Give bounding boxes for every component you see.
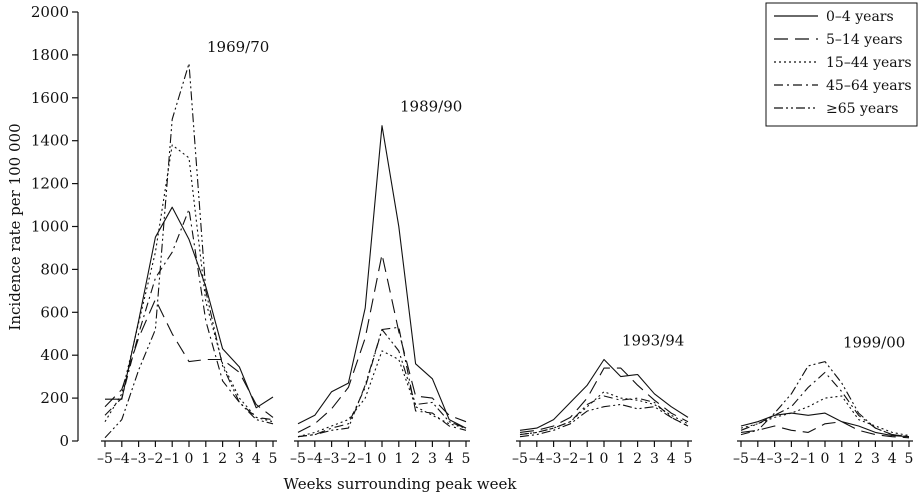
y-tick-label: 400 [40, 346, 69, 364]
series-line [519, 358, 689, 431]
x-tick-label: 3 [650, 451, 659, 467]
x-tick-label: 1 [616, 451, 625, 467]
x-tick-label: –2 [783, 451, 799, 467]
legend-label: 5–14 years [826, 32, 903, 48]
x-tick-label: 4 [252, 451, 261, 467]
y-tick-label: 1000 [31, 218, 69, 236]
x-tick-label: 0 [378, 451, 387, 467]
series-line [297, 125, 467, 429]
panel-1989-90 [297, 125, 467, 438]
series-line [740, 412, 910, 438]
x-tick-label: –3 [767, 451, 783, 467]
series-line [519, 403, 689, 438]
x-tick-label: 0 [600, 451, 609, 467]
x-tick-label: –2 [147, 451, 163, 467]
x-tick-label: 3 [235, 451, 244, 467]
series-line [740, 371, 910, 438]
y-tick-label: 600 [40, 303, 69, 321]
x-tick-label: –5 [290, 451, 306, 467]
legend-label: ≥65 years [826, 101, 898, 117]
series-line [104, 298, 274, 418]
series-line [740, 421, 910, 439]
legend-label: 0–4 years [826, 9, 894, 25]
panel-1969-70 [104, 62, 274, 439]
panel-1993-94 [519, 358, 689, 438]
x-tick-label: 5 [684, 451, 693, 467]
y-tick-label: 0 [59, 432, 69, 450]
x-tick-label: 1 [201, 451, 210, 467]
series-line [104, 62, 274, 439]
x-tick-label: –4 [307, 451, 323, 467]
x-tick-label: 4 [445, 451, 454, 467]
x-tick-label: 2 [854, 451, 863, 467]
x-tick-label: 5 [905, 451, 914, 467]
x-tick-label: –5 [512, 451, 528, 467]
series-line [519, 395, 689, 436]
x-axis-title: Weeks surrounding peak week [284, 475, 518, 493]
x-tick-label: –4 [529, 451, 545, 467]
y-tick-label: 1600 [31, 89, 69, 107]
period-label: 1993/94 [622, 331, 684, 349]
x-tick-label: –5 [97, 451, 113, 467]
legend: 0–4 years 5–14 years 15–44 years 45–64 year… [765, 2, 918, 127]
x-tick-label: 0 [821, 451, 830, 467]
x-tick-label: –1 [164, 451, 180, 467]
x-tick-label: –3 [546, 451, 562, 467]
y-tick-label: 800 [40, 260, 69, 278]
series-line [519, 367, 689, 433]
legend-label: 45–64 years [826, 78, 912, 94]
x-tick-label: –2 [340, 451, 356, 467]
x-tick-label: 5 [269, 451, 278, 467]
period-label: 1999/00 [843, 334, 905, 352]
series-lines [104, 62, 910, 439]
axes: 0200400600800100012001400160018002000–5–… [31, 3, 914, 467]
x-tick-label: 4 [667, 451, 676, 467]
x-tick-label: 2 [633, 451, 642, 467]
panel-1999-00 [740, 361, 910, 439]
x-tick-label: 2 [218, 451, 227, 467]
x-tick-label: –4 [750, 451, 766, 467]
series-line [297, 328, 467, 438]
x-tick-label: 0 [185, 451, 194, 467]
x-tick-label: –5 [733, 451, 749, 467]
series-line [297, 350, 467, 438]
x-tick-label: –2 [562, 451, 578, 467]
x-tick-label: 5 [462, 451, 471, 467]
x-tick-label: –3 [131, 451, 147, 467]
x-tick-label: –3 [324, 451, 340, 467]
y-tick-label: 1800 [31, 46, 69, 64]
x-tick-label: 3 [871, 451, 880, 467]
period-labels: 1969/70 1989/90 1993/94 1999/00 [207, 38, 905, 352]
x-tick-label: 1 [837, 451, 846, 467]
x-tick-label: –1 [579, 451, 595, 467]
y-tick-label: 1400 [31, 132, 69, 150]
y-tick-label: 2000 [31, 3, 69, 21]
x-tick-label: –1 [357, 451, 373, 467]
x-tick-label: 3 [428, 451, 437, 467]
x-tick-label: 1 [394, 451, 403, 467]
y-axis-title: Incidence rate per 100 000 [6, 123, 24, 330]
y-tick-label: 1200 [31, 175, 69, 193]
legend-box [765, 2, 918, 127]
x-tick-label: –1 [800, 451, 816, 467]
period-label: 1969/70 [207, 38, 269, 56]
x-tick-label: –4 [114, 451, 130, 467]
legend-label: 15–44 years [826, 55, 912, 71]
series-line [297, 253, 467, 433]
x-tick-label: 2 [411, 451, 420, 467]
series-line [740, 361, 910, 438]
y-tick-label: 200 [40, 389, 69, 407]
series-line [104, 144, 274, 423]
x-tick-label: 4 [888, 451, 897, 467]
period-label: 1989/90 [400, 98, 462, 116]
